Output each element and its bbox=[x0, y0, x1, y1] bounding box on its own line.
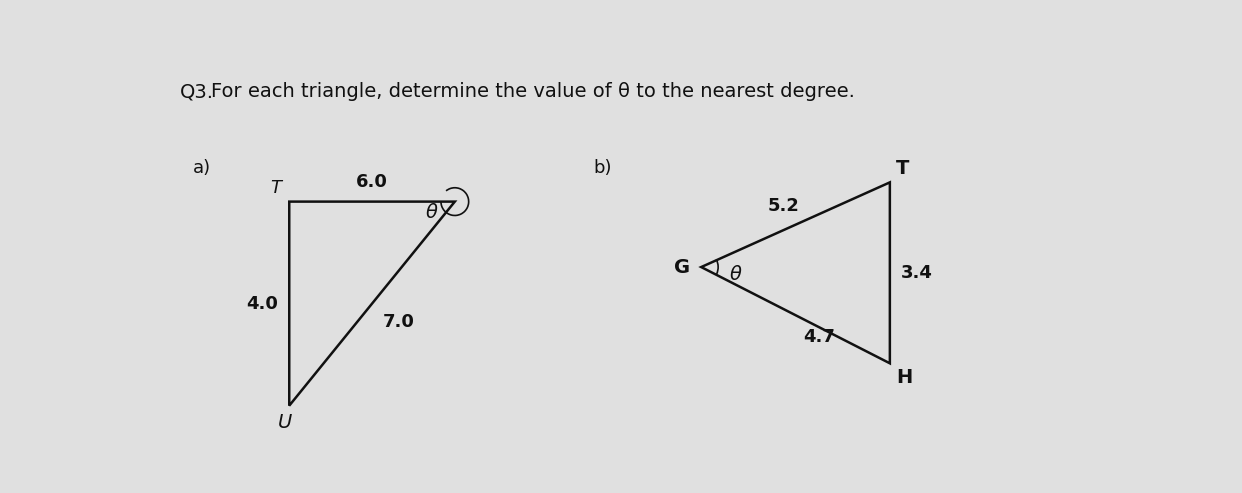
Text: 5.2: 5.2 bbox=[768, 198, 800, 215]
Text: 6.0: 6.0 bbox=[356, 173, 388, 191]
Text: $\theta$: $\theta$ bbox=[729, 265, 743, 284]
Text: 3.4: 3.4 bbox=[900, 264, 933, 282]
Text: T: T bbox=[271, 179, 282, 197]
Text: 4.0: 4.0 bbox=[247, 295, 278, 313]
Text: G: G bbox=[674, 257, 691, 277]
Text: T: T bbox=[895, 159, 909, 178]
Text: H: H bbox=[895, 368, 913, 387]
Text: For each triangle, determine the value of θ to the nearest degree.: For each triangle, determine the value o… bbox=[211, 82, 854, 101]
Text: a): a) bbox=[193, 159, 211, 177]
Text: 4.7: 4.7 bbox=[804, 327, 835, 346]
Text: b): b) bbox=[594, 159, 612, 177]
Text: $\theta$: $\theta$ bbox=[425, 203, 438, 222]
Text: U: U bbox=[278, 413, 293, 432]
Text: 7.0: 7.0 bbox=[383, 313, 415, 331]
Text: Q3.: Q3. bbox=[180, 82, 214, 101]
